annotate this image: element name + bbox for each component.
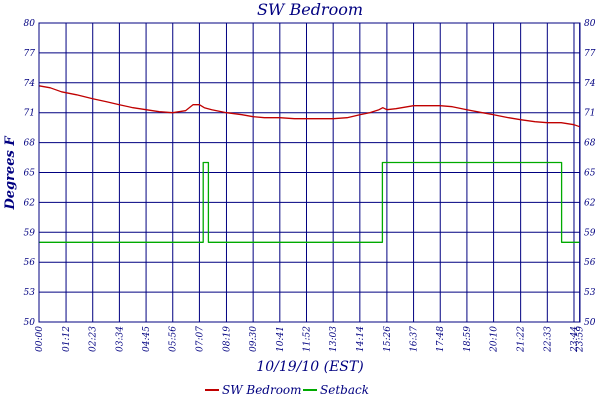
y-tick-label-left: 77 <box>24 49 36 59</box>
x-axis-label: 10/19/10 (EST) <box>256 359 363 375</box>
x-tick-label: 13:03 <box>329 326 339 352</box>
y-axis-label: Degrees F <box>3 136 18 211</box>
x-tick-label: 16:37 <box>410 326 420 352</box>
plot-frame <box>38 22 581 323</box>
legend-label-sw-bedroom: SW Bedroom <box>222 383 302 397</box>
y-tick-label-right: 65 <box>584 169 596 179</box>
series-group <box>38 85 580 243</box>
x-tick-label: 23:59 <box>576 326 586 353</box>
x-tick-label: 10:41 <box>276 326 286 352</box>
y-tick-label-right: 77 <box>584 49 596 59</box>
x-tick-label: 17:48 <box>436 326 446 352</box>
y-ticks-right: 50 53 56 59 62 65 68 71 74 77 80 <box>584 19 596 328</box>
x-tick-label: 07:07 <box>195 326 205 352</box>
y-tick-label-left: 50 <box>24 318 36 328</box>
x-ticks: 00:00 01:12 02:23 03:34 04:45 05:56 07:07 08:19… <box>35 326 586 353</box>
y-tick-label-left: 80 <box>24 19 36 29</box>
x-tick-label: 04:45 <box>142 326 152 352</box>
x-tick-label: 02:23 <box>89 326 99 352</box>
legend: SW Bedroom Setback <box>205 383 369 397</box>
x-tick-label: 01:12 <box>62 326 72 352</box>
y-tick-label-left: 65 <box>24 169 36 179</box>
x-tick-label: 00:00 <box>35 326 45 352</box>
grid <box>38 22 581 323</box>
y-tick-label-left: 53 <box>24 288 36 298</box>
y-tick-label-left: 74 <box>24 79 36 89</box>
y-tick-label-right: 56 <box>584 258 596 268</box>
y-tick-label-right: 53 <box>584 288 596 298</box>
x-tick-label: 11:52 <box>302 326 312 352</box>
legend-label-setback: Setback <box>320 383 369 397</box>
y-tick-label-left: 68 <box>24 139 36 149</box>
x-tick-label: 18:59 <box>463 326 473 352</box>
y-tick-label-left: 59 <box>24 228 36 238</box>
x-tick-label: 22:33 <box>543 326 553 353</box>
y-tick-label-right: 74 <box>584 79 596 89</box>
y-tick-label-left: 56 <box>24 258 36 268</box>
y-tick-label-right: 50 <box>584 318 596 328</box>
x-tick-label: 05:56 <box>169 326 179 352</box>
x-tick-label: 14:14 <box>356 326 366 352</box>
series-line-sw-bedroom <box>38 85 580 128</box>
y-tick-label-right: 71 <box>584 109 595 119</box>
y-tick-label-right: 80 <box>584 19 596 29</box>
y-tick-label-left: 62 <box>24 198 36 208</box>
y-ticks-left: 50 53 56 59 62 65 68 71 74 77 80 <box>24 19 36 328</box>
y-tick-label-left: 71 <box>24 109 35 119</box>
x-tick-label: 23:44 <box>570 326 580 353</box>
x-tick-label: 15:26 <box>383 326 393 352</box>
x-tick-label: 08:19 <box>222 326 232 352</box>
x-tick-label: 21:22 <box>517 326 527 353</box>
y-tick-label-right: 68 <box>584 139 596 149</box>
x-tick-label: 09:30 <box>249 326 259 352</box>
chart-title: SW Bedroom <box>257 0 363 19</box>
x-tick-label: 03:34 <box>115 326 125 352</box>
y-tick-label-right: 62 <box>584 198 596 208</box>
series-line-setback <box>39 161 580 243</box>
x-tick-label: 20:10 <box>490 326 500 353</box>
y-tick-label-right: 59 <box>584 228 596 238</box>
